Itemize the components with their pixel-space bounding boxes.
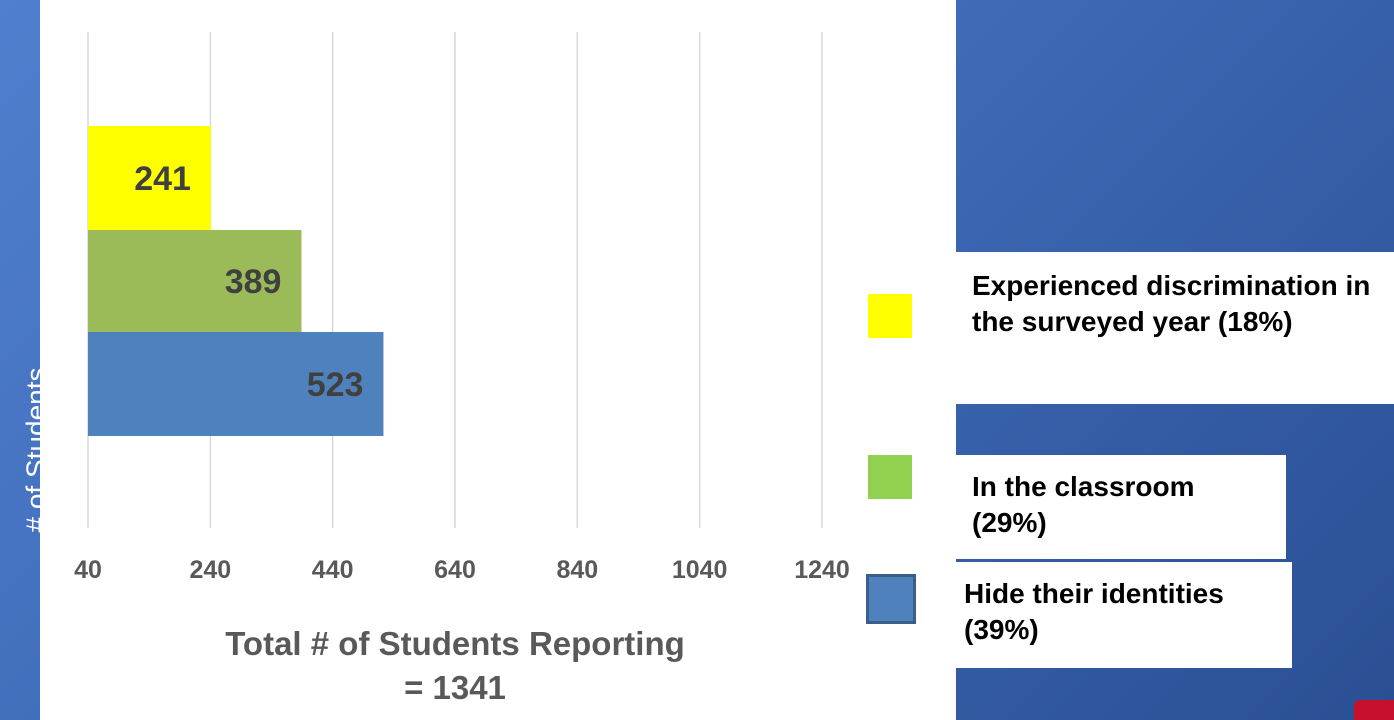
x-tick-label-640: 640 — [434, 556, 476, 584]
legend-label-hide-identities: Hide their identities (39%) — [948, 562, 1292, 668]
legend-label-classroom: In the classroom (29%) — [956, 455, 1286, 559]
bar-1 — [88, 230, 302, 332]
bar-2 — [88, 332, 384, 436]
x-tick-label-240: 240 — [189, 556, 231, 584]
data-label-1: 389 — [225, 263, 282, 301]
legend-swatch-classroom — [868, 455, 912, 499]
bar-chart: 241 389 523 40 240 440 640 840 1040 1240 — [74, 32, 850, 584]
plot-card: 241 389 523 40 240 440 640 840 1040 1240 Total # … — [40, 0, 956, 720]
x-tick-label-440: 440 — [312, 556, 354, 584]
logo-icon — [0, 708, 40, 720]
bar-0 — [88, 126, 211, 230]
x-tick-label-1040: 1040 — [672, 556, 728, 584]
legend-swatch-hide-identities — [866, 574, 916, 624]
x-tick-label-40: 40 — [74, 556, 102, 584]
x-axis-label: Total # of Students Reporting = 1341 — [225, 625, 685, 706]
data-label-0: 241 — [134, 160, 191, 198]
legend-label-discrimination: Experienced discrimination in the survey… — [956, 252, 1394, 404]
legend-swatch-discrimination — [868, 294, 912, 338]
x-tick-label-1240: 1240 — [794, 556, 850, 584]
badge-logo-icon — [1354, 700, 1394, 720]
x-tick-label-840: 840 — [556, 556, 598, 584]
data-label-2: 523 — [307, 366, 364, 404]
